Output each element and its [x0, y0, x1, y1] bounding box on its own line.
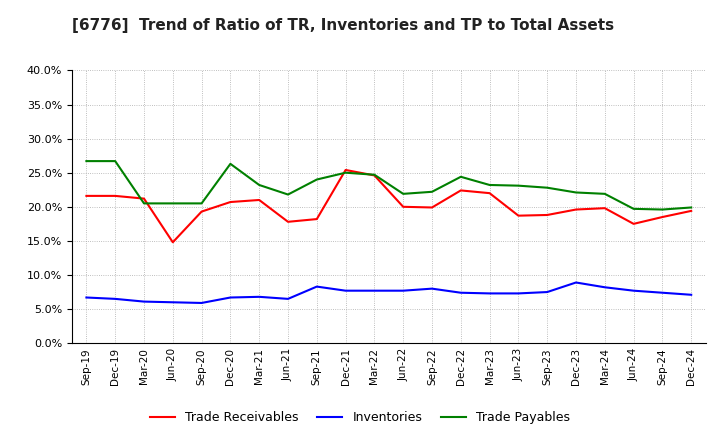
Text: [6776]  Trend of Ratio of TR, Inventories and TP to Total Assets: [6776] Trend of Ratio of TR, Inventories… — [72, 18, 614, 33]
Trade Payables — [514, 183, 523, 188]
Inventories — [629, 288, 638, 293]
Trade Payables — [399, 191, 408, 197]
Trade Receivables — [82, 193, 91, 198]
Inventories — [687, 292, 696, 297]
Trade Payables — [341, 170, 350, 175]
Trade Receivables — [629, 221, 638, 227]
Trade Receivables — [226, 199, 235, 205]
Trade Payables — [658, 207, 667, 212]
Inventories — [312, 284, 321, 289]
Trade Payables — [687, 205, 696, 210]
Trade Payables — [284, 192, 292, 197]
Inventories — [284, 296, 292, 301]
Trade Receivables — [197, 209, 206, 214]
Trade Receivables — [543, 213, 552, 218]
Trade Receivables — [341, 167, 350, 172]
Inventories — [197, 301, 206, 306]
Inventories — [485, 291, 494, 296]
Inventories — [255, 294, 264, 300]
Trade Receivables — [284, 219, 292, 224]
Inventories — [428, 286, 436, 291]
Trade Receivables — [255, 197, 264, 202]
Trade Payables — [456, 174, 465, 180]
Trade Payables — [370, 172, 379, 177]
Trade Receivables — [428, 205, 436, 210]
Trade Payables — [168, 201, 177, 206]
Inventories — [168, 300, 177, 305]
Trade Payables — [428, 189, 436, 194]
Trade Payables — [572, 190, 580, 195]
Trade Receivables — [312, 216, 321, 222]
Trade Receivables — [572, 207, 580, 212]
Trade Receivables — [514, 213, 523, 218]
Trade Payables — [629, 206, 638, 212]
Inventories — [399, 288, 408, 293]
Trade Receivables — [456, 188, 465, 193]
Trade Payables — [312, 177, 321, 182]
Trade Receivables — [600, 205, 609, 211]
Inventories — [226, 295, 235, 300]
Inventories — [600, 285, 609, 290]
Inventories — [140, 299, 148, 304]
Trade Payables — [600, 191, 609, 197]
Trade Payables — [140, 201, 148, 206]
Inventories — [543, 290, 552, 295]
Inventories — [341, 288, 350, 293]
Trade Receivables — [140, 196, 148, 201]
Inventories — [456, 290, 465, 295]
Inventories — [111, 296, 120, 301]
Trade Payables — [543, 185, 552, 191]
Inventories — [514, 291, 523, 296]
Trade Payables — [226, 161, 235, 166]
Legend: Trade Receivables, Inventories, Trade Payables: Trade Receivables, Inventories, Trade Pa… — [145, 407, 575, 429]
Trade Payables — [197, 201, 206, 206]
Trade Receivables — [399, 204, 408, 209]
Trade Receivables — [485, 191, 494, 196]
Inventories — [658, 290, 667, 295]
Trade Receivables — [168, 240, 177, 245]
Trade Receivables — [111, 193, 120, 198]
Trade Payables — [111, 158, 120, 164]
Trade Receivables — [370, 173, 379, 178]
Inventories — [572, 280, 580, 285]
Line: Inventories: Inventories — [86, 282, 691, 303]
Trade Payables — [82, 158, 91, 164]
Trade Payables — [255, 182, 264, 187]
Trade Payables — [485, 182, 494, 187]
Trade Receivables — [658, 214, 667, 220]
Inventories — [82, 295, 91, 300]
Line: Trade Payables: Trade Payables — [86, 161, 691, 209]
Line: Trade Receivables: Trade Receivables — [86, 170, 691, 242]
Inventories — [370, 288, 379, 293]
Trade Receivables — [687, 208, 696, 213]
